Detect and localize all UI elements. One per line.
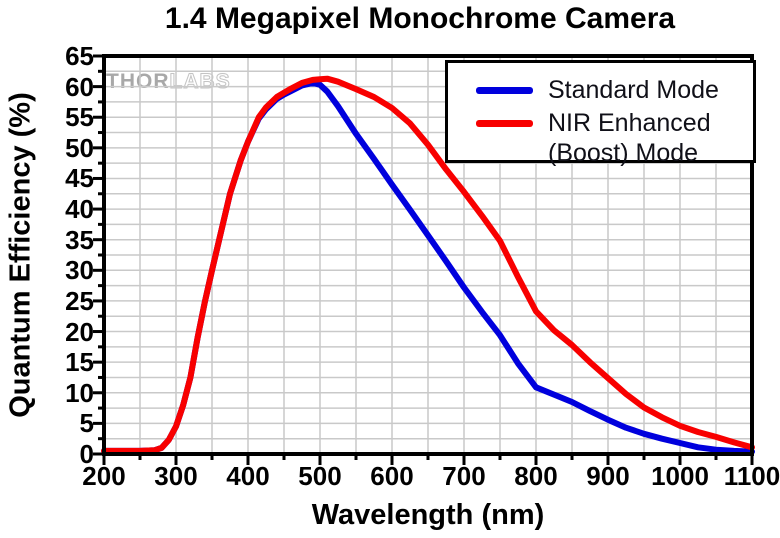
legend-entry-nir-enhanced: NIR Enhanced (Boost) Mode: [476, 108, 753, 168]
x-axis-title: Wavelength (nm): [311, 499, 545, 531]
y-tick-label: 40: [65, 194, 94, 225]
y-tick-label: 60: [65, 71, 94, 102]
y-tick-label: 15: [65, 347, 94, 378]
nir-enhanced-curve: [101, 75, 755, 454]
x-tick-label: 1000: [651, 461, 709, 491]
axis-ticks: [93, 54, 754, 465]
legend-label-nir-enhanced: NIR Enhanced (Boost) Mode: [548, 109, 711, 167]
x-tick-label: 800: [514, 461, 558, 491]
x-tick-label: 300: [154, 461, 198, 491]
y-tick-label: 5: [79, 408, 94, 439]
x-tick-label: 400: [226, 461, 270, 491]
legend-entry-standard-mode: Standard Mode: [476, 75, 753, 105]
y-tick-label: 0: [79, 439, 94, 469]
y-tick-label: 20: [65, 316, 94, 347]
x-tick-label: 500: [298, 461, 342, 491]
y-tick-label: 30: [65, 255, 94, 286]
y-tick-label: 55: [65, 102, 94, 133]
y-tick-label: 65: [65, 41, 94, 71]
plot-area: [93, 54, 755, 465]
standard-mode-line-swatch: [476, 86, 533, 94]
y-tick-label: 50: [65, 132, 94, 163]
x-tick-label: 1100: [723, 461, 780, 491]
y-tick-label: 10: [65, 377, 94, 408]
legend: Standard Mode NIR Enhanced (Boost) Mode: [445, 60, 756, 167]
nir-enhanced-line-swatch: [476, 120, 533, 127]
x-tick-label: 600: [370, 461, 414, 491]
plot-border: [102, 54, 754, 456]
y-tick-label: 25: [65, 285, 94, 316]
y-tick-label: 35: [65, 224, 94, 255]
chart-title: 1.4 Megapixel Monochrome Camera: [164, 2, 676, 35]
x-tick-label: 700: [442, 461, 486, 491]
x-tick-label: 900: [586, 461, 630, 491]
legend-label-standard-mode: Standard Mode: [548, 76, 719, 104]
watermark-labs: LABS: [169, 70, 231, 94]
y-tick-label: 45: [65, 163, 94, 194]
x-tick-label: 200: [82, 461, 126, 491]
